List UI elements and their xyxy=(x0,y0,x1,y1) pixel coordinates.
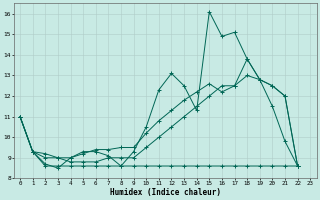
X-axis label: Humidex (Indice chaleur): Humidex (Indice chaleur) xyxy=(110,188,220,197)
